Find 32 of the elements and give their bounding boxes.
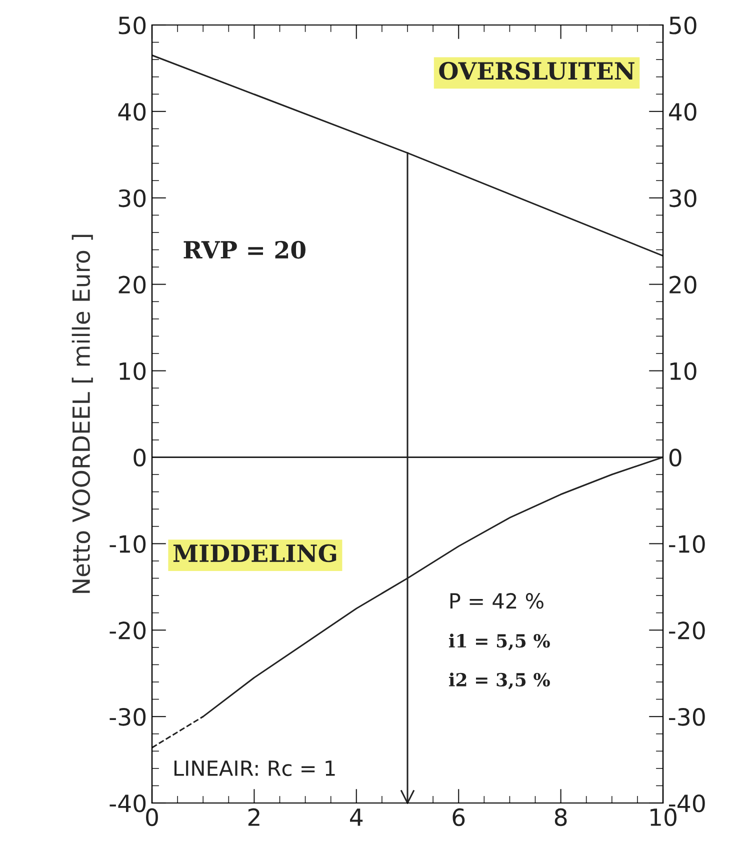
y-tick-label: -20: [110, 622, 146, 640]
y2-tick-label: 20: [670, 276, 696, 294]
x-tick-label: 6: [452, 808, 465, 826]
y2-tick-label: 10: [670, 362, 696, 380]
y2-tick-label: -20: [669, 622, 705, 640]
annotation: MIDDELING: [173, 544, 336, 562]
y2-tick-label: 30: [670, 189, 696, 208]
y2-tick-label: 0: [669, 448, 682, 467]
x-tick-label: 0: [146, 808, 158, 826]
y-tick-label: -10: [110, 535, 146, 553]
y-tick-label: 40: [118, 102, 146, 121]
x-tick-label: 8: [554, 808, 567, 826]
annotation: OVERSLUITEN: [439, 62, 634, 80]
y-tick-label: 20: [118, 276, 146, 294]
y-tick-label: -30: [110, 708, 146, 726]
annotation: i2 = 3,5 %: [449, 672, 550, 690]
y-tick-label: 50: [118, 16, 146, 34]
annotation: i1 = 5,5 %: [449, 634, 550, 650]
y-axis-title: Netto VOORDEEL [ mille Euro ]: [72, 234, 93, 593]
y-tick-label: 10: [120, 362, 146, 380]
annotation: LINEAIR: Rc = 1: [174, 760, 335, 776]
y-tick-label: 0: [134, 448, 146, 467]
annotation: RVP = 20: [184, 240, 306, 259]
y2-tick-label: -10: [669, 535, 705, 553]
y-tick-label: -40: [110, 794, 146, 812]
annotation: P = 42 %: [450, 593, 544, 609]
y2-tick-label: 50: [670, 16, 696, 34]
y2-tick-label: -30: [669, 708, 705, 726]
y2-tick-label: 40: [669, 102, 696, 121]
x-tick-label: 2: [248, 808, 260, 826]
x-tick-label: 4: [350, 808, 363, 826]
y-tick-label: 30: [118, 189, 146, 208]
